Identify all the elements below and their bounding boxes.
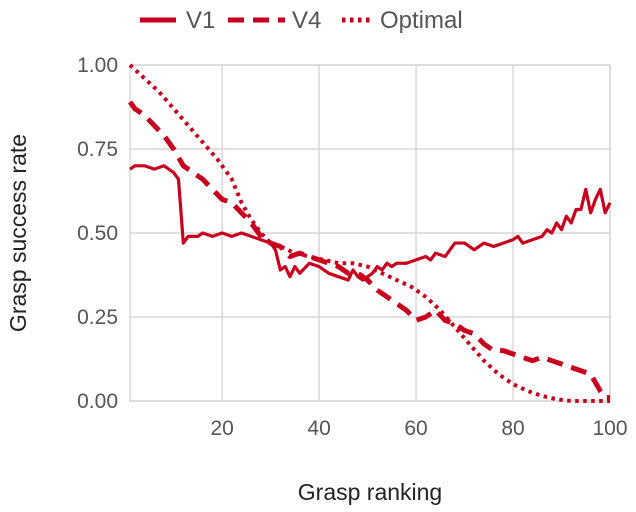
legend-label-v1: V1 <box>186 7 215 34</box>
y-tick-label: 0.50 <box>77 222 118 245</box>
series-line-optimal <box>128 63 610 403</box>
tick-labels: 0.00 0.25 0.50 0.75 1.00 20 40 60 80 100 <box>77 54 627 440</box>
series-line-v1 <box>129 164 612 282</box>
y-tick-label: 0.00 <box>77 390 118 413</box>
legend-label-optimal: Optimal <box>380 7 463 34</box>
series-layer <box>127 63 612 403</box>
series-line-v4 <box>127 100 610 401</box>
y-tick-label: 1.00 <box>77 54 118 77</box>
grid-layer <box>129 64 611 402</box>
x-tick-label: 60 <box>404 417 427 440</box>
x-tick-label: 100 <box>592 417 627 440</box>
x-tick-label: 80 <box>501 417 524 440</box>
x-tick-label: 20 <box>210 417 233 440</box>
x-axis-label: Grasp ranking <box>298 479 442 505</box>
legend: V1 V4 Optimal <box>140 7 463 34</box>
legend-label-v4: V4 <box>292 7 321 34</box>
y-tick-label: 0.75 <box>77 138 118 161</box>
y-tick-label: 0.25 <box>77 306 118 329</box>
y-axis-label: Grasp success rate <box>5 134 31 332</box>
x-tick-label: 40 <box>307 417 330 440</box>
